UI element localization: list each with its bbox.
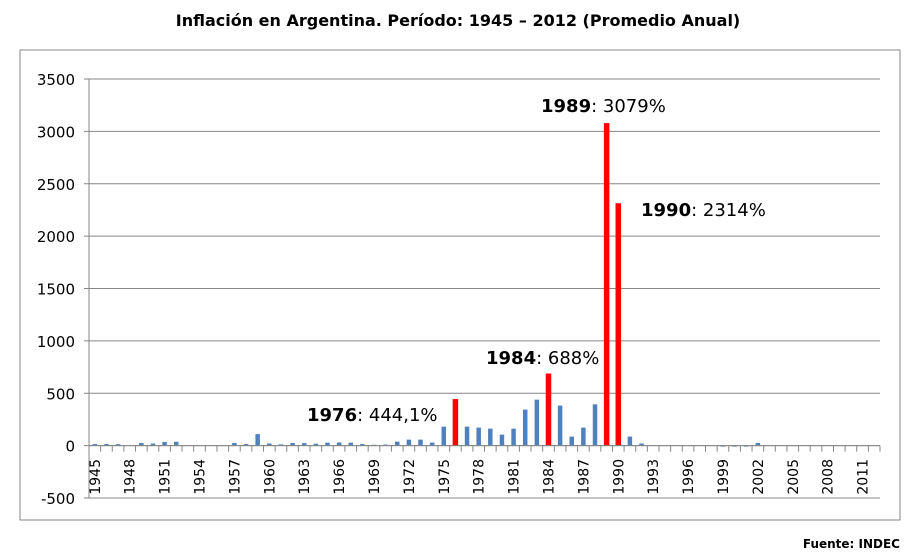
x-tick-label: 1951 — [158, 459, 174, 495]
annotation-value: : 688% — [536, 348, 599, 369]
x-tick-label: 1954 — [193, 459, 209, 495]
bar-1964 — [313, 443, 319, 446]
y-tick-label: -500 — [41, 490, 75, 508]
bar-1945 — [92, 444, 98, 446]
annotation-year: 1976 — [307, 405, 357, 426]
bar-1977 — [464, 426, 470, 446]
x-tick-label: 1996 — [681, 459, 697, 495]
x-tick-label: 1969 — [367, 459, 383, 495]
x-tick-label: 1966 — [332, 459, 348, 495]
bar-1984 — [545, 373, 552, 446]
x-tick-label: 1945 — [88, 459, 104, 495]
chart-frame — [19, 49, 901, 521]
y-tick-label: 1000 — [37, 333, 75, 351]
bar-1946 — [104, 444, 109, 446]
bar-1966 — [336, 442, 342, 446]
x-tick-label: 2005 — [786, 459, 802, 495]
x-tick-label: 1990 — [611, 459, 627, 495]
x-tick-label: 2011 — [856, 459, 872, 495]
annotation-1990: 1990: 2314% — [641, 200, 766, 221]
annotation-value: : 2314% — [691, 200, 766, 221]
x-tick-label: 1960 — [262, 459, 278, 495]
x-tick-label: 2002 — [751, 459, 767, 495]
x-tick-label: 1999 — [716, 459, 732, 495]
annotation-1989: 1989: 3079% — [541, 96, 666, 117]
bar-1961 — [278, 444, 284, 446]
y-tick-label: 500 — [46, 385, 75, 403]
y-tick-label: 3000 — [37, 123, 75, 141]
x-tick-label: 1993 — [646, 459, 662, 495]
bar-1971 — [395, 441, 400, 446]
bar-1982 — [522, 409, 528, 446]
bar-1962 — [290, 443, 295, 446]
chart-title: Inflación en Argentina. Período: 1945 – … — [176, 11, 741, 30]
bar-1950 — [150, 443, 156, 446]
bar-1960 — [267, 443, 272, 446]
x-tick-label: 1978 — [472, 459, 488, 495]
bar-1976 — [452, 399, 459, 446]
x-tick-label: 1984 — [541, 459, 557, 495]
annotation-value: : 3079% — [591, 96, 666, 117]
bar-1978 — [476, 427, 481, 446]
source-note: Fuente: INDEC — [803, 537, 900, 549]
bar-1988 — [592, 404, 598, 446]
annotation-year: 1984 — [486, 348, 536, 369]
y-tick-label: 1500 — [37, 281, 75, 299]
bar-1963 — [301, 443, 307, 446]
bar-1979 — [488, 428, 493, 446]
y-tick-label: 3500 — [37, 71, 75, 89]
annotation-year: 1990 — [641, 200, 691, 221]
x-tick-label: 1987 — [576, 459, 592, 495]
bar-1981 — [511, 428, 516, 446]
bar-1991 — [627, 436, 633, 446]
bar-1987 — [581, 427, 586, 446]
bar-1949 — [139, 443, 144, 446]
y-tick-label: 0 — [65, 438, 75, 456]
y-tick-label: 2000 — [37, 228, 75, 246]
x-tick-label: 1948 — [123, 459, 139, 495]
annotation-1976: 1976: 444,1% — [307, 405, 438, 426]
annotation-year: 1989 — [541, 96, 591, 117]
bar-1989 — [603, 123, 610, 446]
bar-1992 — [639, 443, 644, 446]
x-tick-label: 2008 — [821, 459, 837, 495]
bar-1974 — [429, 442, 435, 446]
bar-1985 — [557, 405, 563, 446]
bar-1972 — [406, 439, 412, 446]
x-tick-label: 1957 — [227, 459, 243, 495]
x-tick-label: 1972 — [402, 459, 418, 495]
annotation-value: : 444,1% — [357, 405, 437, 426]
bar-1957 — [232, 443, 237, 446]
bar-1968 — [360, 444, 365, 446]
annotation-1984: 1984: 688% — [486, 348, 599, 369]
bar-1967 — [348, 442, 353, 446]
bar-1990 — [615, 203, 622, 446]
bar-1980 — [499, 434, 505, 446]
bar-1970 — [383, 444, 388, 446]
y-tick-label: 2500 — [37, 176, 75, 194]
bar-1965 — [325, 442, 330, 446]
bar-1951 — [162, 441, 167, 446]
x-tick-label: 1981 — [507, 459, 523, 495]
bar-1947 — [115, 444, 121, 446]
bar-1958 — [243, 444, 249, 446]
x-tick-label: 1975 — [437, 459, 453, 495]
bar-1983 — [534, 399, 540, 446]
x-tick-label: 1963 — [297, 459, 313, 495]
bar-1975 — [441, 426, 447, 446]
bar-1959 — [255, 434, 260, 446]
bar-2002 — [755, 442, 761, 446]
bar-1973 — [418, 439, 423, 446]
bar-1952 — [173, 441, 179, 446]
bar-1986 — [569, 436, 574, 446]
